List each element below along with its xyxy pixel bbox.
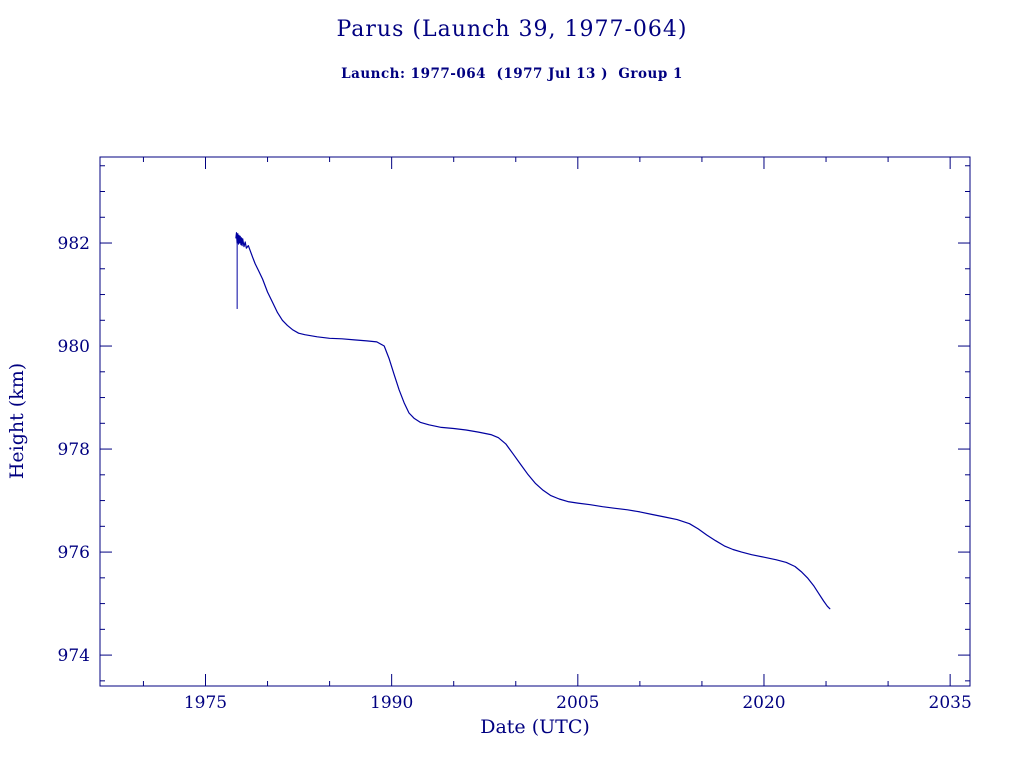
x-tick-label: 1975 — [184, 693, 227, 713]
x-tick-label: 2020 — [742, 693, 785, 713]
y-tick-label: 980 — [58, 337, 90, 357]
x-tick-label: 2005 — [556, 693, 599, 713]
y-tick-label: 982 — [58, 234, 90, 254]
y-tick-label: 976 — [58, 543, 90, 563]
plot-frame — [99, 156, 971, 687]
x-tick-label: 2035 — [929, 693, 972, 713]
height-data-line — [235, 232, 831, 610]
y-tick-label: 974 — [58, 646, 90, 666]
y-axis-label: Height (km) — [6, 362, 28, 480]
x-axis-label: Date (UTC) — [480, 716, 590, 738]
x-tick-label: 1990 — [370, 693, 413, 713]
chart-title: Parus (Launch 39, 1977-064) — [336, 17, 688, 42]
y-tick-label: 978 — [58, 440, 90, 460]
chart-subtitle: Launch: 1977-064 (1977 Jul 13 ) Group 1 — [341, 66, 683, 82]
